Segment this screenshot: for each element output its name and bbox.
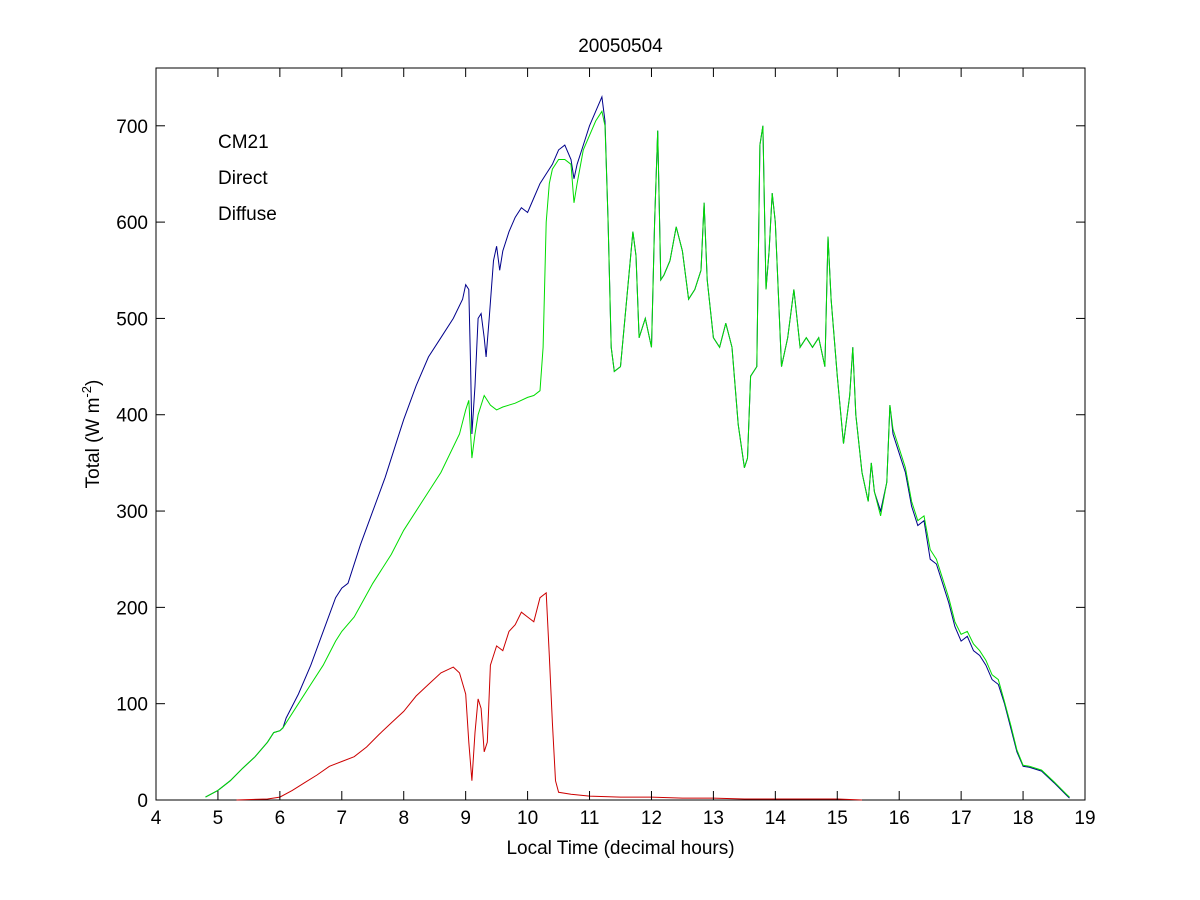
- x-tick-label: 17: [951, 808, 972, 829]
- x-tick-label: 5: [213, 808, 224, 829]
- x-tick-label: 9: [460, 808, 471, 829]
- y-tick-label: 100: [116, 695, 148, 716]
- legend-entry-cm21: CM21: [218, 132, 269, 153]
- y-tick-label: 600: [116, 213, 148, 234]
- series-layer: [205, 95, 1070, 801]
- x-tick-label: 11: [580, 808, 600, 829]
- x-axis-label: Local Time (decimal hours): [506, 838, 734, 859]
- x-tick-label: 8: [398, 808, 409, 829]
- x-tick-label: 7: [337, 808, 348, 829]
- x-tick-label: 16: [889, 808, 910, 829]
- ticks-layer: [155, 68, 1086, 801]
- x-tick-label: 10: [517, 808, 538, 829]
- legend-entry-direct: Direct: [218, 168, 268, 189]
- x-tick-label: 6: [275, 808, 286, 829]
- tick-labels-layer: 4 5 6 7 8 9 10 11 12 13 14 15 16 17 18 19 0 100 200 300 400 5…: [116, 117, 1095, 829]
- series-line-diffuse: [205, 110, 1070, 798]
- x-tick-label: 18: [1012, 808, 1033, 829]
- x-tick-label: 13: [703, 808, 724, 829]
- plot-area-frame: [155, 67, 1086, 801]
- series-line-direct: [236, 591, 863, 801]
- y-axis-label: Total (W m-2): [79, 380, 104, 489]
- y-tick-label: 0: [137, 791, 148, 812]
- y-tick-label: 400: [116, 406, 148, 427]
- y-tick-label: 500: [116, 309, 148, 330]
- y-tick-label: 200: [116, 598, 148, 619]
- y-axis-label-main: Total (W m: [83, 398, 104, 489]
- x-tick-label: 15: [827, 808, 848, 829]
- y-tick-label: 300: [116, 502, 148, 523]
- x-tick-label: 14: [765, 808, 787, 829]
- x-tick-label: 19: [1074, 808, 1095, 829]
- x-tick-label: 12: [641, 808, 662, 829]
- y-axis-label-close: ): [83, 380, 104, 386]
- y-axis-label-exponent: -2: [79, 386, 94, 398]
- x-tick-label: 4: [151, 808, 162, 829]
- chart-title: 20050504: [578, 36, 663, 57]
- legend-entry-diffuse: Diffuse: [218, 204, 277, 225]
- y-tick-label: 700: [116, 117, 148, 138]
